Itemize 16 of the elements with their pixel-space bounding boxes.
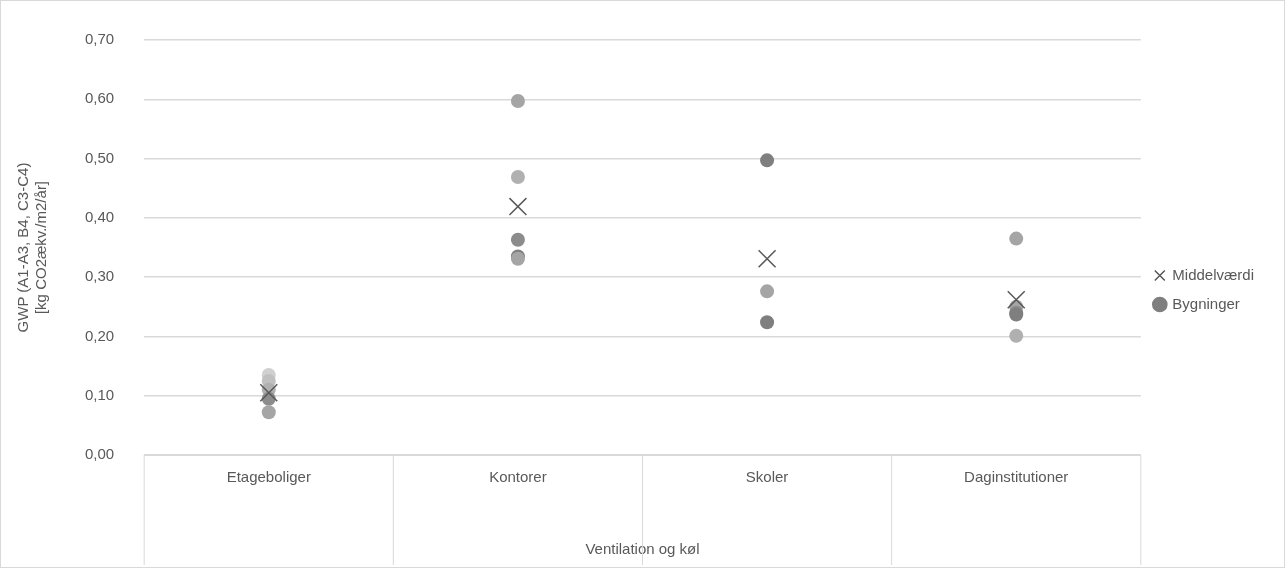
legend-label: Bygninger <box>1172 294 1240 312</box>
x-axis-title: Ventilation og køl <box>585 540 700 558</box>
x-tick-label: Daginstitutioner <box>964 468 1069 486</box>
x-tick-label: Etageboliger <box>226 468 311 486</box>
y-tick-label: 0,30 <box>84 267 115 285</box>
y-tick-label: 0,70 <box>84 30 115 48</box>
x-tick-label: Skoler <box>745 468 789 486</box>
x-tick-label: Kontorer <box>489 468 547 486</box>
y-tick-label: 0,20 <box>84 326 115 344</box>
legend-label: Middelværdi <box>1172 265 1255 283</box>
y-tick-label: 0,50 <box>84 148 115 166</box>
y-tick-label: 0,00 <box>84 445 115 463</box>
y-tick-label: 0,40 <box>84 208 115 225</box>
y-tick-label: 0,10 <box>84 385 115 403</box>
y-axis-title: GWP (A1-A3, B4, C3-C4) [kg CO2ækv./m2/år] <box>14 162 50 333</box>
y-tick-label: 0,60 <box>84 89 115 107</box>
